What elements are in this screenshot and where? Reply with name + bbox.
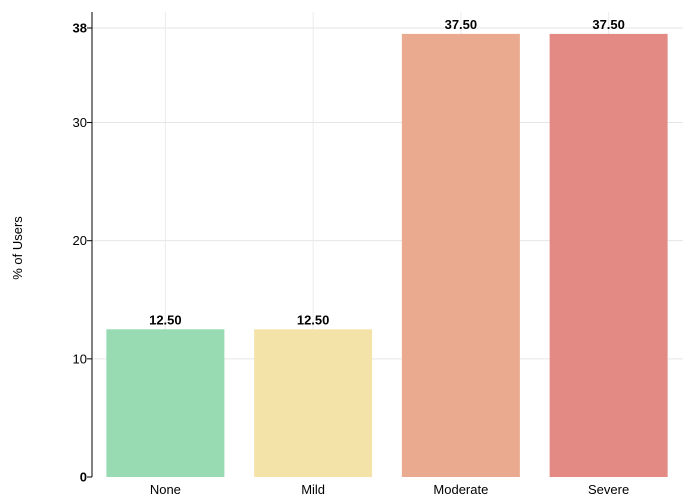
x-tick-label: None: [150, 482, 181, 497]
bar-none: [106, 329, 225, 477]
y-tick-label: 38: [73, 21, 87, 36]
bars-group: [106, 33, 668, 477]
data-label-severe: 37.50: [592, 17, 625, 32]
x-tick-label: Moderate: [433, 482, 488, 497]
x-tick-label: Severe: [588, 482, 629, 497]
y-tick-label: 10: [73, 351, 87, 366]
y-tick-label: 30: [73, 115, 87, 130]
bar-severe: [549, 33, 668, 477]
y-tick-label: 20: [73, 233, 87, 248]
y-ticks-group: 0 10 20 30 38: [73, 21, 92, 485]
data-labels-group: 12.50 12.50 37.50 37.50: [149, 17, 625, 327]
x-ticks-group: None Mild Moderate Severe: [150, 482, 629, 497]
data-label-none: 12.50: [149, 312, 182, 327]
y-tick-label: 0: [80, 470, 87, 485]
bar-moderate: [401, 33, 520, 477]
bar-mild: [254, 329, 373, 477]
y-axis-title: % of Users: [10, 216, 25, 280]
data-label-moderate: 37.50: [445, 17, 478, 32]
data-label-mild: 12.50: [297, 312, 330, 327]
x-tick-label: Mild: [301, 482, 325, 497]
vertical-gridlines: [164, 12, 610, 477]
